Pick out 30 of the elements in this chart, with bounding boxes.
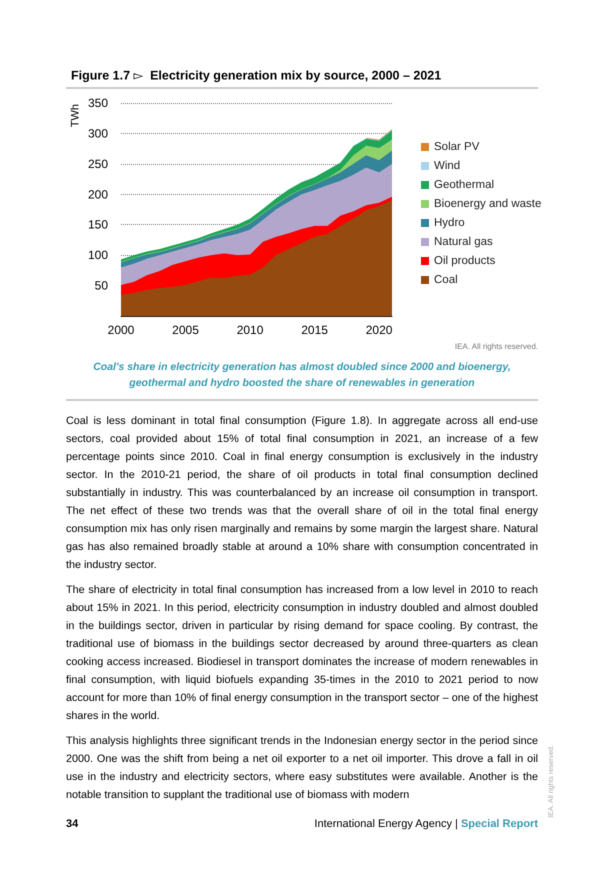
text: Coal's share in electricity generation has almost doubled since 2000 and bioenergy, geothermal and hydro boosted the share of renewables in generation [92,360,512,391]
legend-label: Geothermal [434,179,494,191]
text: Special Report [460,818,538,830]
legend-label: Bioenergy and waste [434,198,542,210]
y-tick-label: 350 [88,96,108,110]
y-axis-title: TWh [70,104,82,128]
y-tick-label: 100 [88,248,108,262]
legend-label: Natural gas [434,236,494,248]
legend-label: Oil products [434,255,496,267]
x-tick-label: 2020 [366,323,393,337]
text: IEA. All rights reserved. [454,342,538,351]
x-tick-label: 2000 [108,323,135,337]
legend-label: Solar PV [434,141,480,153]
x-tick-label: 2010 [236,323,264,337]
y-tick-label: 200 [88,187,108,202]
chart-title: Figure 1.7 ▻ Electricity generation mix by source, 2000 – 2021 [71,68,442,82]
text: 34 [66,818,78,830]
legend-label: Hydro [434,217,465,229]
text: Coal is less dominant in total final consumption (Figure 1.8). In aggregate across all end-use sectors, coal provided about 15% of total final consumption in 2021, an increase of a few percentage points since 2010. Coal in final energy consumption is exclusively in the industry sector. In the 2010-21 period, the share of oil products in total final consumption declined substantially in industry. This was counterbalanced by an increase oil consumption in transport. The net effect of these two trends was that the overall share of oil in the total final energy consumption mix has only risen marginally and remains by some margin the largest share. Natural gas has also remained broadly stable at around a 10% share with consumption concentrated in the industry sector. [66,415,538,571]
x-tick-label: 2005 [172,323,200,337]
text: This analysis highlights three significant trends in the Indonesian energy sector in the period since 2000. One was the shift from being a net oil exporter to a net oil importer. This drove a fall in oil use in the industry and electricity sectors, where easy substitutes were available. Another is the notable transition to supplant the traditional use of biomass with modern [66,734,538,803]
y-tick-label: 250 [88,156,108,171]
y-tick-label: 50 [94,278,108,293]
legend-label: Coal [434,274,458,286]
text: The share of electricity in total final consumption has increased from a low level in 2010 to reach about 15% in 2021. In this period, electricity consumption in industry doubled and almost doubled in the buildings sector, driven in particular by rising demand for space cooling. By contrast, the traditional use of biomass in the buildings sector decreased by around three-quarters as clean cooking access increased. Biodiesel in transport dominates the increase of modern renewables in final consumption, with liquid biofuels expanding 35-times in the 2010 to 2021 period to now account for more than 10% of final energy consumption in the transport sector – one of the highest shares in the world. [66,583,538,724]
x-tick-label: 2015 [301,323,328,337]
text: International Energy Agency | [314,818,458,830]
y-tick-label: 150 [88,218,108,232]
legend-label: Wind [434,160,460,172]
y-tick-label: 300 [88,126,108,140]
